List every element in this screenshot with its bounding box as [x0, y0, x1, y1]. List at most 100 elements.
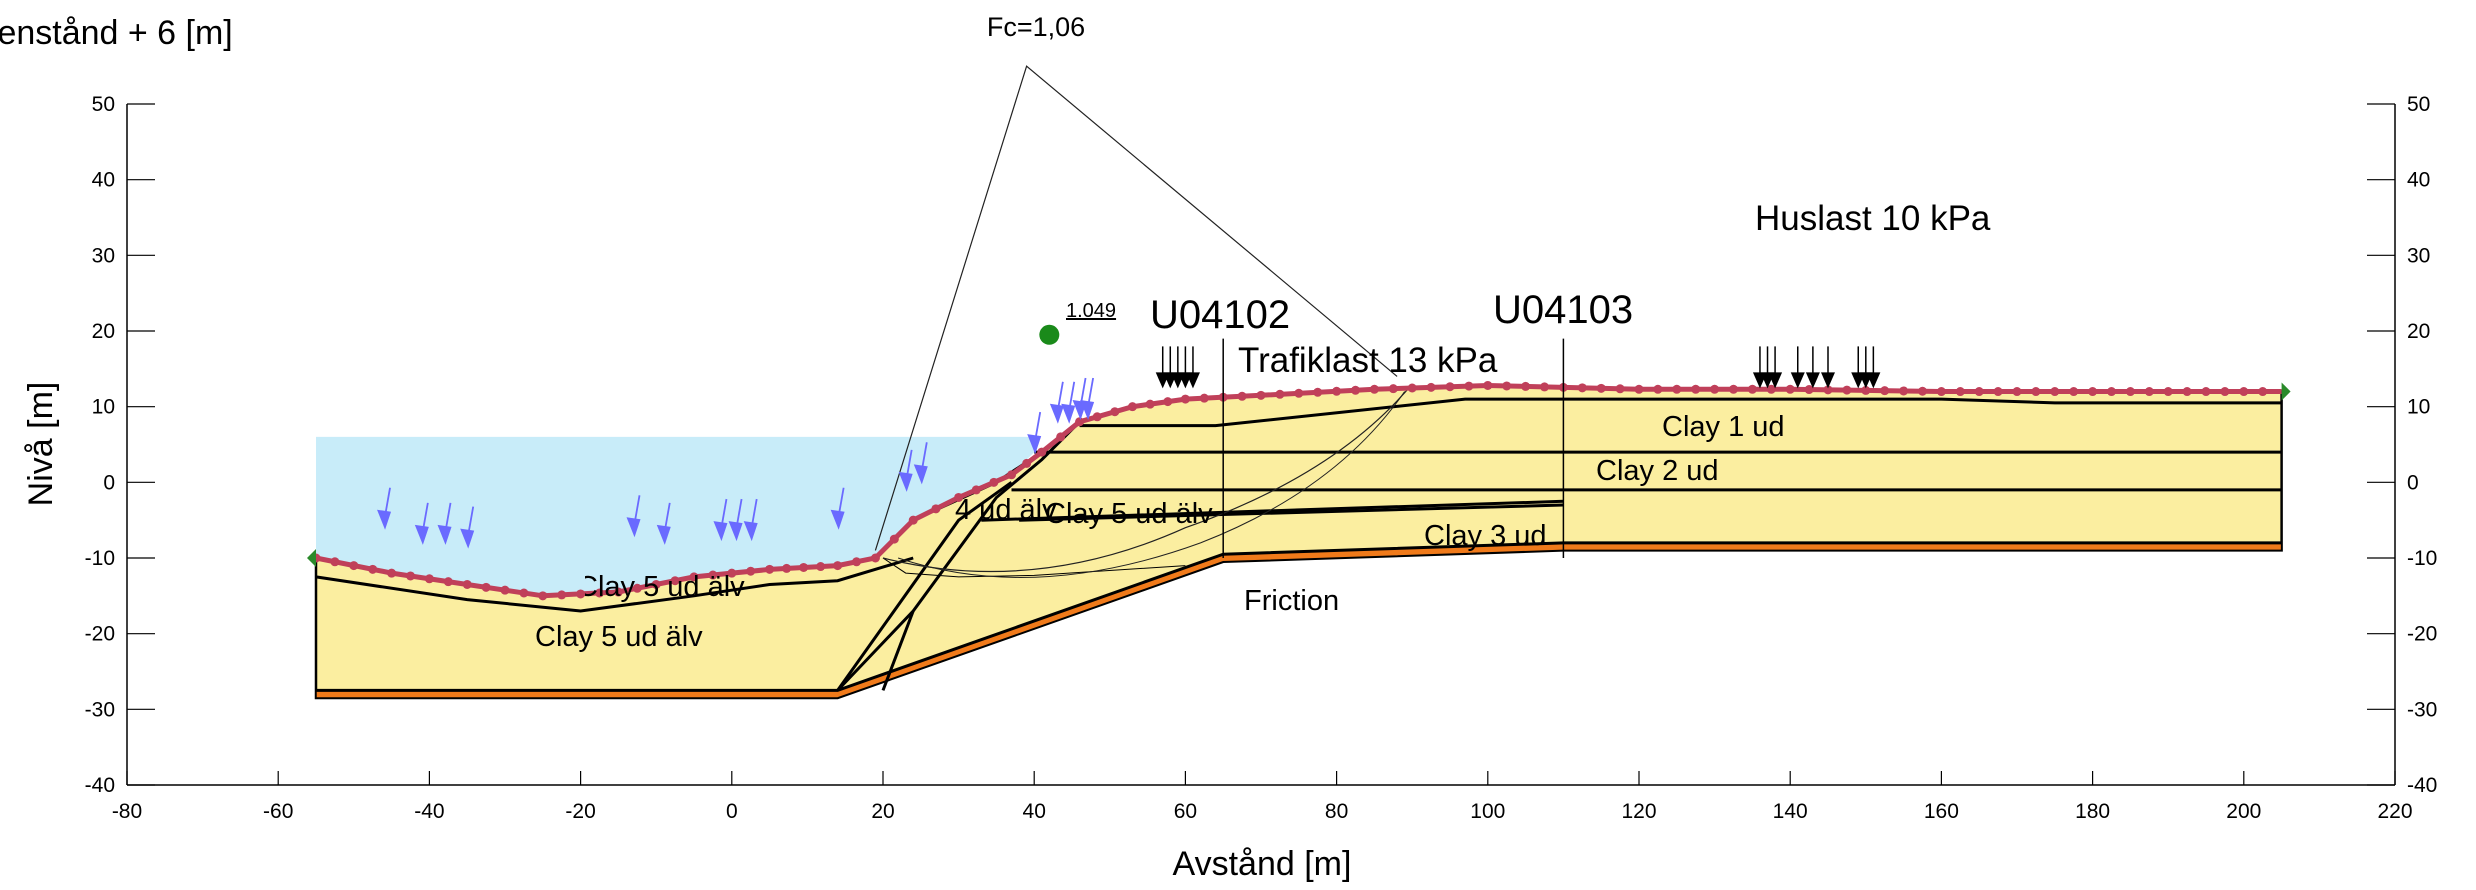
traffic-load-label: Trafiklast 13 kPa — [1238, 341, 1498, 380]
surface-point — [1056, 432, 1066, 442]
surface-point — [462, 579, 472, 589]
x-tick-label: -60 — [263, 800, 293, 823]
y-tick-label-left: 50 — [92, 93, 115, 116]
x-tick-label: 220 — [2377, 800, 2412, 823]
surface-point — [2012, 387, 2022, 397]
surface-point — [1634, 384, 1644, 394]
clay5-label-mid: Clay 5 ud älv — [1045, 498, 1213, 530]
load-arrows — [377, 346, 1881, 549]
surface-point — [1092, 412, 1102, 422]
layer-boundary — [315, 556, 914, 613]
x-tick-label: 180 — [2075, 800, 2110, 823]
surface-point — [2201, 387, 2211, 397]
surface-point — [1653, 384, 1663, 394]
load-arrow-head — [1790, 372, 1805, 389]
y-tick-label-right: 50 — [2407, 93, 2430, 116]
surface-point — [2220, 387, 2230, 397]
surface-point — [1007, 470, 1017, 480]
y-tick-label-left: -30 — [85, 698, 115, 721]
surface-point — [689, 572, 699, 582]
ground-surface-line — [307, 380, 2291, 601]
surface-point — [1445, 382, 1455, 392]
layer-boundary — [836, 420, 1081, 692]
layer-boundary — [881, 610, 915, 691]
friction-label: Friction — [1244, 585, 1339, 617]
surface-point — [500, 585, 510, 595]
surface-point — [670, 576, 680, 586]
pressure-arrow-head — [713, 521, 728, 542]
surface-point — [908, 515, 918, 525]
clay3-label: Clay 3 ud — [1424, 520, 1547, 552]
surface-point — [765, 564, 775, 574]
surface-point — [2182, 387, 2192, 397]
y-tick-label-left: 10 — [92, 396, 115, 419]
x-tick-label: 40 — [1023, 800, 1046, 823]
surface-point — [954, 492, 964, 502]
surface-point — [1127, 402, 1137, 412]
surface-point — [1256, 390, 1266, 400]
x-tick-label: 200 — [2226, 800, 2261, 823]
clay5-label-left: Clay 5 ud älv — [535, 621, 703, 653]
surface-point — [1880, 386, 1890, 396]
surface-point — [708, 570, 718, 580]
y-tick-label-right: -20 — [2407, 623, 2437, 646]
x-tick-label: -20 — [565, 800, 595, 823]
clay5-label-partial: Clay 5 ud älv — [577, 571, 745, 603]
surface-point — [595, 588, 604, 598]
surface-point — [1483, 380, 1493, 390]
chart-title-fragment: tenstånd + 6 [m] — [0, 14, 233, 52]
pressure-arrow-head — [460, 528, 475, 549]
surface-point — [1596, 383, 1606, 393]
surface-point — [1502, 381, 1512, 391]
fc-label: Fc=1,06 — [987, 12, 1085, 42]
surface-point — [1313, 387, 1323, 397]
x-tick-label: -40 — [414, 800, 444, 823]
surface-point — [2107, 387, 2116, 397]
surface-point — [852, 557, 862, 567]
pressure-arrow-head — [656, 524, 671, 545]
slip-arc — [882, 383, 1413, 573]
surface-point — [1163, 397, 1173, 407]
surface-point — [889, 534, 899, 544]
layer-boundary-thin — [882, 557, 1186, 578]
x-tick-label: 80 — [1325, 800, 1348, 823]
surface-point — [1369, 384, 1379, 394]
surface-point — [782, 563, 792, 573]
pressure-arrow-head — [437, 524, 452, 545]
water-area — [316, 436, 1035, 596]
surface-point — [1918, 386, 1927, 396]
y-tick-label-left: -40 — [85, 774, 115, 797]
surface-point — [1540, 382, 1549, 392]
surface-point — [1974, 387, 1984, 397]
surface-point — [1275, 389, 1285, 399]
x-tick-label: 0 — [726, 800, 738, 823]
surface-point — [1993, 387, 2003, 397]
clay1-label: Clay 1 ud — [1662, 411, 1785, 443]
surface-point — [1785, 384, 1795, 394]
surface-point — [443, 577, 453, 587]
surface-point — [2163, 387, 2173, 397]
surface-point — [2239, 387, 2249, 397]
y-tick-label-left: 20 — [92, 320, 115, 343]
y-tick-label-right: -10 — [2407, 547, 2437, 570]
surface-point — [632, 583, 642, 593]
surface-point — [1426, 382, 1436, 392]
surface-point — [1294, 388, 1304, 398]
x-tick-label: 120 — [1621, 800, 1656, 823]
surface-point — [1332, 386, 1342, 396]
y-tick-label-right: 30 — [2407, 244, 2430, 267]
pressure-arrow-head — [913, 464, 928, 485]
load-arrow-head — [1821, 372, 1835, 389]
house-load-label: Huslast 10 kPa — [1755, 199, 1991, 238]
surface-point — [330, 557, 340, 567]
surface-point — [2031, 387, 2041, 397]
boundary-marker-left — [307, 549, 316, 567]
surface-point — [1615, 384, 1625, 394]
x-tick-label: -80 — [112, 800, 142, 823]
y-tick-label-left: 40 — [92, 169, 115, 192]
surface-point — [1672, 384, 1682, 394]
surface-point — [1407, 383, 1417, 393]
slip-surface — [874, 65, 1413, 578]
surface-point — [368, 564, 378, 574]
